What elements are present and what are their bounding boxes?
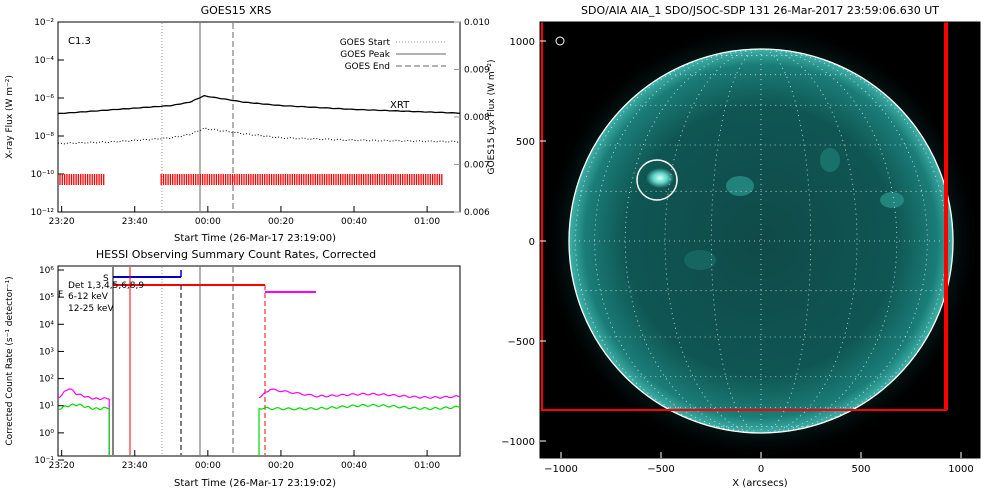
- hessi-panel: HESSI Observing Summary Count Rates, Cor…: [5, 248, 461, 489]
- xrs-y2-ticks: 0.010 0.009 0.008 0.007 0.006: [454, 18, 490, 218]
- hessi-y-tick-label: 10⁻¹: [34, 456, 54, 466]
- hessi-y-tick-label: 10⁰: [39, 429, 54, 439]
- legend-goes-start-label: GOES Start: [340, 38, 391, 48]
- legend-goes-end-label: GOES End: [345, 62, 390, 72]
- hessi-xlabel: Start Time (26-Mar-17 23:19:02): [174, 478, 336, 489]
- aia-x-tick-label: −500: [647, 464, 674, 475]
- aia-grid-longitude: [760, 49, 947, 433]
- hessi-x-ticks: 23:20 23:40 00:00 00:20 00:40 01:00: [49, 450, 440, 471]
- hessi-ylabel: Corrected Count Rate (s⁻¹ detector⁻¹): [5, 276, 15, 445]
- xrs-y2-tick-label: 0.007: [464, 161, 490, 171]
- hessi-x-tick-label: 00:20: [268, 461, 294, 471]
- hessi-y-tick-label: 10²: [39, 375, 54, 385]
- hessi-12-25kev-line: [57, 403, 461, 456]
- aia-limb-circle: [568, 48, 954, 434]
- hessi-y-tick-label: 10⁶: [39, 266, 54, 276]
- hessi-y-tick-label: 10⁴: [39, 320, 54, 330]
- xrs-ylabel: X-ray Flux (W m⁻²): [5, 75, 15, 159]
- aia-grid-longitude: [575, 49, 762, 433]
- xrs-long-channel-line: [57, 94, 461, 115]
- hessi-title: HESSI Observing Summary Count Rates, Cor…: [96, 248, 376, 261]
- hessi-y-tick-label: 10³: [39, 347, 54, 357]
- xrs-y-tick-label: 10⁻²: [34, 18, 54, 28]
- aia-panel: SDO/AIA AIA_1 SDO/JSOC-SDP 131 26-Mar-20…: [501, 4, 981, 489]
- aia-x-tick-label: 500: [851, 464, 870, 475]
- xrs-y2-tick-label: 0.008: [464, 113, 490, 123]
- xrs-y-ticks: 10⁻² 10⁻⁴ 10⁻⁶ 10⁻⁸ 10⁻¹⁰ 10⁻¹²: [31, 18, 64, 218]
- xrs-legend: GOES Start GOES Peak GOES End: [340, 38, 446, 72]
- xrs-x-tick-label: 23:40: [122, 217, 148, 227]
- xrs-x-ticks: 23:20 23:40 00:00 00:20 00:40 01:00: [49, 206, 440, 227]
- xrs-xlabel: Start Time (26-Mar-17 23:19:00): [174, 233, 336, 244]
- aia-y-tick-label: 0: [529, 237, 535, 248]
- aia-x-tick-label: −1000: [544, 464, 578, 475]
- xrs-x-tick-label: 01:00: [414, 217, 440, 227]
- xrs-x-tick-label: 00:20: [268, 217, 294, 227]
- aia-active-regions: [646, 148, 904, 270]
- aia-y-tick-label: −1000: [501, 437, 535, 448]
- legend-goes-peak-label: GOES Peak: [340, 50, 390, 60]
- aia-flare-location-circle: [636, 159, 678, 201]
- aia-fov-label: XRT FOV: [551, 425, 590, 435]
- xrs-y2-tick-label: 0.010: [464, 18, 490, 28]
- xrs-y-tick-label: 10⁻⁸: [34, 132, 54, 142]
- xrs-y-tick-label: 10⁻¹⁰: [31, 170, 55, 180]
- xrs-y2-tick-label: 0.009: [464, 66, 490, 76]
- hessi-det-label: Det 1,3,4,5,6,8,9: [68, 281, 144, 291]
- xrs-y-tick-label: 10⁻¹²: [31, 208, 55, 218]
- xrs-y-tick-label: 10⁻⁴: [34, 56, 54, 66]
- aia-y-tick-label: −500: [508, 337, 535, 348]
- xrs-y-tick-label: 10⁻⁶: [34, 94, 54, 104]
- xrs-y2-tick-label: 0.006: [464, 208, 490, 218]
- hessi-legend-12-25: 12-25 keV: [68, 304, 114, 314]
- hessi-x-tick-label: 00:00: [195, 461, 221, 471]
- aia-y-tick-label: 1000: [510, 37, 535, 48]
- xrs-y2label: GOES15 Lyx Flux (W m⁻²): [487, 60, 497, 175]
- hessi-y-tick-label: 10¹: [39, 402, 54, 412]
- aia-title: SDO/AIA AIA_1 SDO/JSOC-SDP 131 26-Mar-20…: [581, 4, 939, 17]
- aia-x-tick-label: 0: [758, 464, 764, 475]
- xrs-x-tick-label: 23:20: [49, 217, 75, 227]
- goes-xrs-panel: GOES15 XRS X-ray Flux (W m⁻²) GOES15 Lyx…: [5, 4, 497, 244]
- aia-flare-legend-label: AIA flare location: [568, 37, 645, 47]
- xrs-title: GOES15 XRS: [201, 4, 272, 17]
- hessi-x-tick-label: 23:20: [49, 461, 75, 471]
- aia-frame: [539, 21, 981, 459]
- hessi-y-ticks: 10⁶ 10⁵ 10⁴ 10³ 10² 10¹ 10⁰ 10⁻¹: [34, 266, 64, 466]
- aia-flare-legend-icon: [555, 36, 565, 46]
- aia-y-ticks: 1000 500 0 −500 −1000: [501, 37, 546, 448]
- hessi-x-tick-label: 23:40: [122, 461, 148, 471]
- xrs-class-label: C1.3: [68, 36, 91, 47]
- hessi-x-tick-label: 01:00: [414, 461, 440, 471]
- hessi-x-tick-label: 00:40: [341, 461, 367, 471]
- hessi-y-tick-label: 10⁵: [39, 293, 54, 303]
- xrs-short-channel-line: [57, 127, 461, 145]
- aia-xlabel: X (arcsecs): [732, 478, 788, 489]
- xrt-observation-bars: [59, 174, 443, 185]
- xrs-frame: [57, 21, 461, 213]
- aia-x-tick-label: 1000: [948, 464, 973, 475]
- aia-x-ticks: −1000 −500 0 500 1000: [544, 452, 974, 475]
- aia-y-tick-label: 500: [516, 137, 535, 148]
- xrs-xrt-label: XRT: [390, 100, 410, 111]
- hessi-flag-f: F: [58, 290, 63, 300]
- xrs-x-tick-label: 00:40: [341, 217, 367, 227]
- hessi-flag-s: S: [103, 274, 109, 284]
- aia-solar-disk: [569, 49, 953, 433]
- xrs-x-tick-label: 00:00: [195, 217, 221, 227]
- hessi-legend-6-12: 6-12 keV: [68, 292, 109, 302]
